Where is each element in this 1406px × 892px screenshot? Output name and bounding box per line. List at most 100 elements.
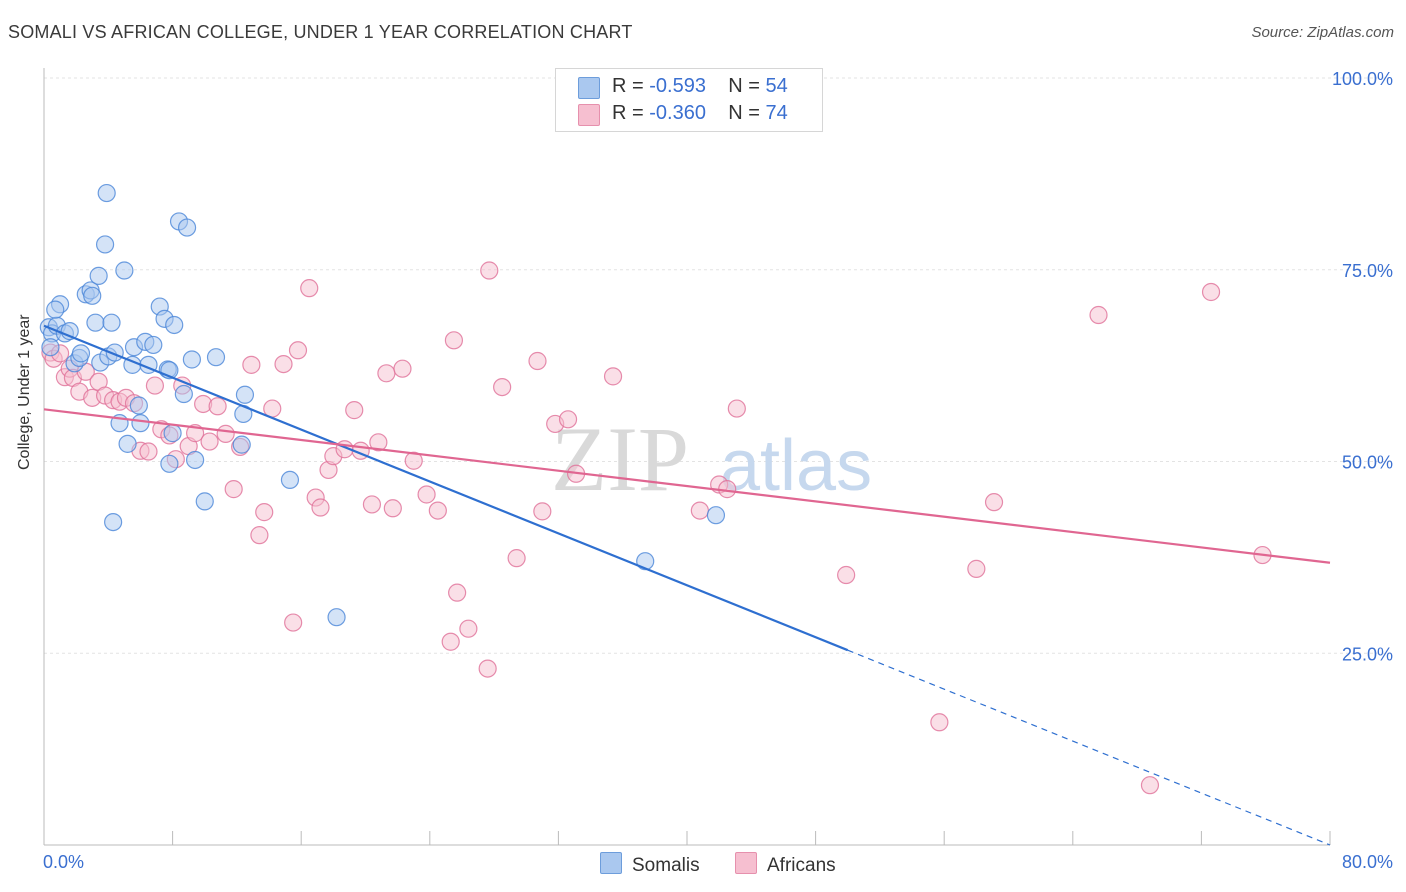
grid-lines — [44, 77, 1392, 654]
y-tick-labels: 25.0% 50.0% 75.0% 100.0% — [1332, 69, 1393, 664]
somalis-point — [206, 348, 226, 367]
r-value: -0.360 — [649, 102, 706, 124]
africans-point — [1201, 282, 1221, 302]
africans-point — [967, 559, 986, 578]
africans-point — [441, 632, 460, 651]
africans-point — [478, 659, 497, 678]
africans-point — [459, 619, 478, 638]
africans-point — [444, 331, 464, 350]
somalis-point — [104, 512, 123, 532]
africans-point — [603, 367, 623, 386]
africans-point — [417, 485, 436, 504]
legend-item-somalis: Somalis — [600, 852, 700, 877]
somalis-point — [89, 266, 108, 285]
africans-legend-swatch — [735, 852, 757, 874]
africans-point — [145, 376, 165, 395]
n-value: 74 — [765, 102, 788, 124]
somalis-point — [182, 350, 201, 369]
axes — [43, 68, 1331, 846]
somalis-point — [160, 454, 179, 473]
africans-point — [558, 410, 578, 429]
africans-point — [528, 351, 547, 371]
africans-point — [1089, 305, 1108, 325]
watermark: ZIP atlas — [551, 408, 872, 510]
somalis-legend-label: Somalis — [632, 855, 700, 876]
africans-points — [41, 261, 1272, 795]
chart-title: SOMALI VS AFRICAN COLLEGE, UNDER 1 YEAR … — [8, 22, 633, 42]
africans-point — [362, 495, 382, 514]
africans-point — [216, 424, 235, 443]
somalis-legend-swatch — [600, 852, 622, 874]
africans-point — [369, 433, 388, 452]
somalis-point — [115, 261, 134, 280]
somalis-point — [102, 313, 121, 332]
somalis-point — [83, 286, 102, 305]
africans-point — [224, 480, 243, 499]
africans-point — [393, 359, 412, 378]
africans-point — [274, 354, 293, 374]
y-tick-label: 50.0% — [1342, 453, 1393, 473]
n-label: N = — [728, 75, 760, 97]
y-tick-label: 100.0% — [1332, 69, 1393, 89]
somalis-trend-extension — [847, 649, 1331, 846]
somalis-point — [327, 608, 346, 627]
somalis-point — [71, 344, 91, 363]
africans-point — [480, 261, 499, 280]
r-value: -0.593 — [649, 75, 706, 97]
africans-point — [727, 399, 746, 418]
somalis-point — [86, 313, 105, 332]
somalis-point — [163, 424, 182, 443]
africans-point — [288, 341, 308, 360]
somalis-point — [118, 434, 137, 453]
africans-point — [383, 499, 402, 518]
somalis-point — [41, 338, 60, 357]
somalis-point — [97, 183, 116, 203]
correlation-legend: R = -0.593 N = 54 R = -0.360 N = 74 — [555, 68, 823, 132]
r-label: R = — [612, 75, 644, 97]
africans-point — [448, 583, 467, 602]
somalis-point — [174, 384, 193, 404]
somalis-points — [39, 183, 726, 627]
africans-point — [311, 498, 330, 517]
y-tick-label: 75.0% — [1342, 261, 1393, 281]
africans-point — [242, 355, 261, 374]
somalis-point — [165, 315, 184, 335]
n-label: N = — [728, 102, 760, 124]
somalis-point — [636, 552, 655, 571]
somalis-point — [232, 435, 251, 454]
y-axis-label: College, Under 1 year — [16, 314, 33, 470]
africans-point — [345, 401, 364, 420]
somalis-point — [195, 492, 214, 511]
somalis-point — [186, 450, 205, 470]
somalis-point — [177, 218, 197, 237]
africans-point — [300, 279, 319, 298]
n-value: 54 — [765, 75, 788, 97]
africans-point — [507, 549, 526, 568]
africans-point — [1140, 776, 1160, 795]
x-max-label: 80.0% — [1341, 852, 1393, 872]
somalis-trend-line — [43, 324, 849, 652]
africans-point — [493, 378, 512, 397]
africans-point — [200, 432, 219, 451]
africans-point — [139, 442, 158, 461]
africans-legend-label: Africans — [767, 855, 836, 876]
watermark-atlas: atlas — [720, 426, 872, 506]
y-tick-label: 25.0% — [1342, 644, 1393, 664]
somalis-swatch — [578, 77, 600, 99]
africans-point — [930, 713, 949, 732]
somalis-point — [46, 300, 65, 319]
x-min-label: 0.0% — [43, 852, 85, 872]
africans-point — [208, 397, 227, 416]
africans-point — [284, 613, 303, 632]
africans-swatch — [578, 104, 600, 126]
africans-point — [428, 501, 447, 520]
legend-item-africans: Africans — [735, 852, 836, 877]
africans-point — [377, 364, 396, 383]
africans-point — [255, 503, 274, 522]
africans-point — [690, 501, 709, 520]
africans-point — [250, 526, 269, 545]
somalis-point — [706, 506, 726, 525]
source-label: Source: ZipAtlas.com — [1251, 24, 1394, 41]
africans-point — [533, 502, 552, 521]
